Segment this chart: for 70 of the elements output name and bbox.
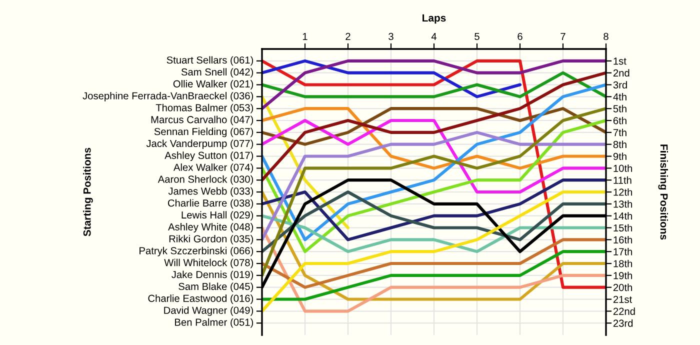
- y-tick-label: 18th: [614, 260, 632, 268]
- y-tick-label: 21st: [613, 296, 632, 304]
- text: David Wagner (049): [164, 306, 254, 316]
- line-series: [262, 118, 606, 254]
- text: Ben Palmer (051): [175, 318, 254, 328]
- y-tick-label: 9th: [613, 152, 626, 160]
- line-series: [262, 83, 606, 242]
- y-tick-label: 10th: [614, 164, 632, 172]
- x-tick-label: 6: [518, 32, 522, 40]
- x-tick-label: 4: [431, 32, 437, 40]
- text: Josephine Ferrada-VanBraeckel (036): [82, 92, 254, 102]
- text: Jake Dennis (019): [172, 270, 254, 280]
- line-series: [262, 130, 606, 242]
- text: Ashley White (048): [168, 223, 254, 232]
- text: Rikki Gordon (035): [169, 234, 254, 244]
- line-series: [262, 238, 606, 289]
- y-tick-label: 16th: [614, 236, 632, 244]
- y-tick-label: 7th: [613, 128, 626, 136]
- text: Sam Snell (042): [181, 68, 254, 78]
- y-tick-label: 17th: [614, 248, 632, 256]
- text: Marcus Carvalho (047): [151, 116, 254, 126]
- x-tick-label: 8: [604, 32, 608, 40]
- line-series: [262, 214, 606, 254]
- y-tick-label: 4th: [613, 92, 626, 100]
- y-tick-label: 8th: [613, 140, 626, 148]
- x-tick-label: 5: [474, 32, 480, 40]
- line-series: [262, 107, 606, 277]
- y-axis-title: Finishing Positions: [658, 144, 668, 240]
- text: Charlie Barre (038): [168, 199, 254, 209]
- line-series: [262, 118, 606, 194]
- y-tick-label: 19th: [614, 272, 632, 280]
- y-tick-label: 13th: [614, 200, 632, 208]
- text: Sennan Fielding (067): [154, 128, 254, 138]
- text: Ollie Walker (021): [173, 80, 254, 90]
- text: Thomas Balmer (053): [156, 104, 254, 114]
- line-series: [262, 59, 522, 98]
- line-series: [262, 71, 606, 182]
- x-tick-label: 3: [388, 32, 394, 40]
- y-tick-label: 5th: [613, 104, 626, 112]
- y-tick-label: 12th: [614, 188, 632, 196]
- y-tick-label: 11th: [614, 176, 632, 184]
- text: Ashley Sutton (017): [164, 152, 254, 161]
- text: Lewis Hall (029): [182, 211, 254, 221]
- y-tick-label: 23rd: [613, 319, 633, 327]
- y-tick-label: 15th: [614, 224, 632, 232]
- text: James Webb (033): [168, 187, 254, 197]
- y-tick-label: 1st: [614, 58, 626, 65]
- text: Charlie Eastwood (016): [148, 294, 254, 304]
- text: Starting Positions: [83, 148, 93, 236]
- y-tick-label: 22nd: [613, 307, 635, 315]
- text: Jack Vanderpump (077): [146, 140, 254, 150]
- x-tick-label: 7: [560, 32, 566, 40]
- line-series: [262, 178, 606, 242]
- text: Patryk Szczerbinski (066): [140, 246, 254, 256]
- line-series: [262, 250, 606, 301]
- y-tick-label: 20th: [613, 284, 632, 292]
- x-tick-label: 1: [302, 32, 308, 40]
- text: Will Whitelock (078): [164, 258, 254, 268]
- x-tick-label: 2: [346, 32, 350, 40]
- text: Stuart Sellars (061): [166, 56, 254, 66]
- text: Aaron Sherlock (030): [158, 175, 254, 185]
- line-series: [262, 226, 606, 313]
- text: Alex Walker (074): [174, 163, 254, 173]
- y-tick-label: 6th: [613, 116, 626, 124]
- y-tick-label: 14th: [614, 212, 632, 220]
- line-series: [262, 190, 606, 254]
- y-tick-label: 2nd: [613, 69, 630, 77]
- x-axis-title: Laps: [422, 14, 446, 24]
- y-tick-label: 3rd: [613, 81, 627, 89]
- text: Sam Blake (045): [178, 282, 254, 292]
